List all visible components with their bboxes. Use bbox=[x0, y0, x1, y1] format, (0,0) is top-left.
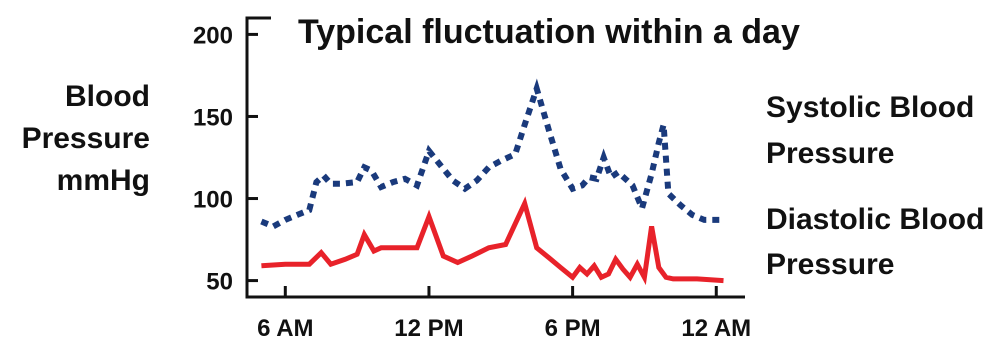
y-tick-label: 100 bbox=[193, 187, 233, 214]
legend-label-systolic: Systolic Blood bbox=[766, 91, 974, 124]
axis-lines bbox=[245, 16, 745, 299]
x-ticks: 6 AM 12 PM 6 PM 12 AM bbox=[257, 286, 751, 342]
legend-label-systolic: Pressure bbox=[766, 137, 894, 170]
y-axis-label-line: Blood bbox=[65, 80, 150, 113]
diastolic-series-line bbox=[261, 196, 724, 286]
y-tick-label: 50 bbox=[206, 269, 233, 296]
y-ticks: 50 100 150 200 bbox=[193, 22, 258, 296]
x-tick-label: 6 AM bbox=[257, 315, 313, 342]
legend: Systolic Blood Pressure Diastolic Blood … bbox=[766, 91, 984, 281]
legend-label-diastolic: Pressure bbox=[766, 248, 894, 281]
series-layer bbox=[260, 78, 724, 286]
x-tick-label: 12 AM bbox=[681, 315, 751, 342]
y-axis-label: Blood Pressure mmHg bbox=[22, 80, 150, 197]
legend-label-diastolic: Diastolic Blood bbox=[766, 203, 984, 236]
legend-item-diastolic: Diastolic Blood Pressure bbox=[766, 203, 984, 281]
legend-item-systolic: Systolic Blood Pressure bbox=[766, 91, 974, 170]
y-tick-label: 150 bbox=[193, 104, 233, 131]
x-tick-label: 12 PM bbox=[394, 315, 463, 342]
systolic-series-line bbox=[260, 78, 724, 230]
chart-title: Typical fluctuation within a day bbox=[298, 13, 800, 51]
y-axis-label-line: Pressure bbox=[22, 122, 150, 155]
x-tick-label: 6 PM bbox=[545, 315, 601, 342]
axes bbox=[245, 16, 745, 299]
y-axis-label-line: mmHg bbox=[57, 164, 150, 197]
y-tick-label: 200 bbox=[193, 22, 233, 49]
